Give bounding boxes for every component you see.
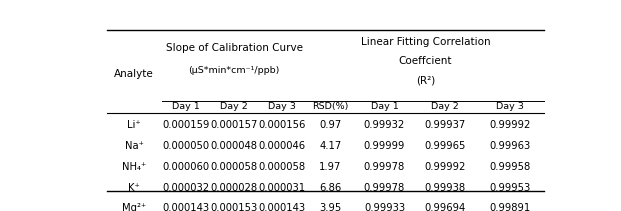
Text: K⁺: K⁺	[129, 183, 140, 193]
Text: RSD(%): RSD(%)	[312, 102, 348, 111]
Text: Na⁺: Na⁺	[125, 141, 143, 151]
Text: 6.86: 6.86	[319, 183, 342, 193]
Text: Li⁺: Li⁺	[127, 120, 141, 130]
Text: Day 2: Day 2	[220, 102, 248, 111]
Text: 0.000028: 0.000028	[211, 183, 258, 193]
Text: 0.000143: 0.000143	[162, 203, 209, 211]
Text: 0.000143: 0.000143	[258, 203, 306, 211]
Text: 0.99978: 0.99978	[364, 183, 405, 193]
Text: Slope of Calibration Curve: Slope of Calibration Curve	[166, 43, 302, 53]
Text: 4.17: 4.17	[319, 141, 342, 151]
Text: 0.000058: 0.000058	[211, 162, 258, 172]
Text: 0.000157: 0.000157	[211, 120, 258, 130]
Text: 0.99999: 0.99999	[364, 141, 405, 151]
Text: 0.000159: 0.000159	[162, 120, 210, 130]
Text: 1.97: 1.97	[319, 162, 342, 172]
Text: Day 3: Day 3	[268, 102, 296, 111]
Text: (μS*min*cm⁻¹/ppb): (μS*min*cm⁻¹/ppb)	[188, 66, 279, 75]
Text: Mg²⁺: Mg²⁺	[122, 203, 147, 211]
Text: 0.99932: 0.99932	[364, 120, 405, 130]
Text: 0.97: 0.97	[319, 120, 342, 130]
Text: 0.000058: 0.000058	[258, 162, 306, 172]
Text: 0.000048: 0.000048	[211, 141, 258, 151]
Text: 0.99933: 0.99933	[364, 203, 405, 211]
Text: 0.99938: 0.99938	[424, 183, 465, 193]
Text: 3.95: 3.95	[319, 203, 342, 211]
Text: 0.000156: 0.000156	[258, 120, 306, 130]
Text: 0.000060: 0.000060	[162, 162, 209, 172]
Text: 0.000031: 0.000031	[258, 183, 306, 193]
Text: 0.000050: 0.000050	[162, 141, 209, 151]
Text: 0.99953: 0.99953	[489, 183, 530, 193]
Text: NH₄⁺: NH₄⁺	[122, 162, 147, 172]
Text: 0.99992: 0.99992	[424, 162, 465, 172]
Text: Day 3: Day 3	[496, 102, 524, 111]
Text: 0.99937: 0.99937	[424, 120, 465, 130]
Text: 0.99965: 0.99965	[424, 141, 465, 151]
Text: 0.99891: 0.99891	[489, 203, 530, 211]
Text: Day 1: Day 1	[371, 102, 398, 111]
Text: Linear Fitting Correlation: Linear Fitting Correlation	[361, 37, 490, 47]
Text: 0.99963: 0.99963	[489, 141, 530, 151]
Text: 0.000032: 0.000032	[162, 183, 209, 193]
Text: Day 2: Day 2	[431, 102, 458, 111]
Text: 0.000046: 0.000046	[258, 141, 306, 151]
Text: Coeffcient: Coeffcient	[399, 56, 452, 66]
Text: (R²): (R²)	[415, 76, 435, 85]
Text: 0.99978: 0.99978	[364, 162, 405, 172]
Text: 0.99992: 0.99992	[489, 120, 530, 130]
Text: Analyte: Analyte	[114, 69, 154, 79]
Text: 0.000153: 0.000153	[211, 203, 258, 211]
Text: Day 1: Day 1	[172, 102, 200, 111]
Text: 0.99958: 0.99958	[489, 162, 530, 172]
Text: 0.99694: 0.99694	[424, 203, 465, 211]
